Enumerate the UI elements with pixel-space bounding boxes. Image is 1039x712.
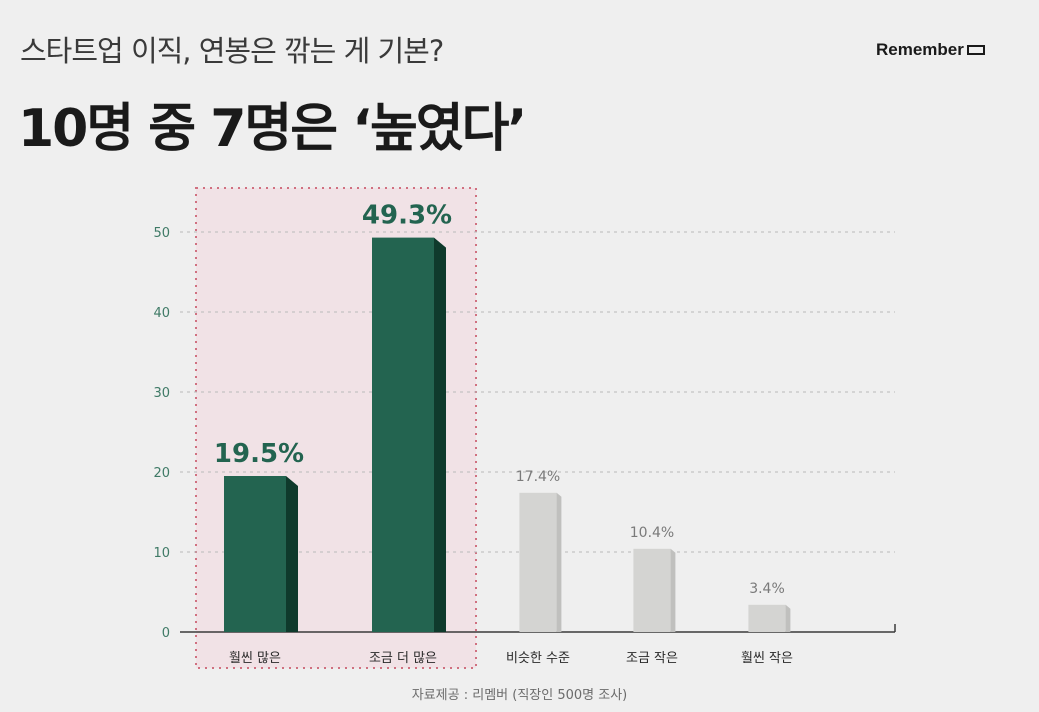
- bar: [224, 476, 286, 632]
- bar: [519, 492, 557, 632]
- subtitle: 스타트업 이직, 연봉은 깎는 게 기본?: [20, 34, 444, 68]
- source-note: 자료제공 : 리멤버 (직장인 500명 조사): [411, 688, 628, 703]
- y-tick-label: 50: [153, 226, 170, 241]
- bar-side: [286, 476, 298, 632]
- bar-side: [670, 548, 676, 632]
- data-label: 17.4%: [516, 469, 560, 485]
- x-tick-label: 조금 더 많은: [369, 651, 437, 666]
- x-tick-label: 조금 작은: [626, 651, 678, 666]
- brand-logo: Remember: [876, 40, 985, 60]
- bar: [633, 548, 671, 632]
- brand-mark-icon: [966, 45, 985, 55]
- data-label: 3.4%: [749, 581, 785, 597]
- y-tick-label: 20: [153, 466, 170, 481]
- brand-name: Remember: [876, 40, 964, 59]
- page-title: 10명 중 7명은 ‘높였다’: [18, 99, 527, 159]
- bar-side: [785, 604, 791, 632]
- y-tick-label: 30: [153, 386, 170, 401]
- y-tick-label: 0: [162, 626, 170, 641]
- bar: [748, 604, 786, 632]
- data-label: 10.4%: [630, 525, 674, 541]
- x-tick-label: 훨씬 작은: [741, 651, 793, 666]
- y-tick-label: 40: [153, 306, 170, 321]
- y-tick-label: 10: [153, 546, 170, 561]
- bar-side: [556, 492, 562, 632]
- bar-side: [434, 237, 446, 632]
- data-label: 49.3%: [362, 201, 452, 231]
- data-label: 19.5%: [214, 439, 304, 469]
- x-tick-label: 비슷한 수준: [506, 651, 570, 666]
- x-tick-label: 훨씬 많은: [229, 651, 281, 666]
- bar: [372, 237, 434, 632]
